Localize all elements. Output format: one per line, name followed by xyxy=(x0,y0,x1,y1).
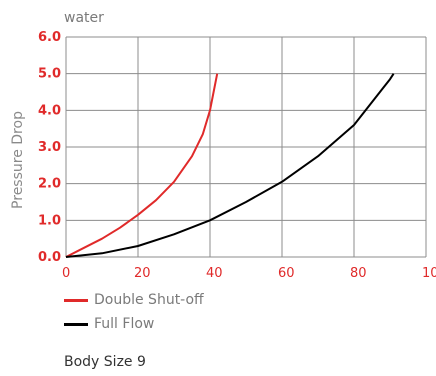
y-ticks: 0.0 1.0 2.0 3.0 4.0 5.0 6.0 xyxy=(38,30,61,265)
legend: Double Shut-off Full Flow xyxy=(64,288,204,336)
y-tick-label: 2.0 xyxy=(38,177,61,192)
legend-swatch-red xyxy=(64,298,88,302)
legend-label: Double Shut-off xyxy=(94,292,204,308)
x-tick-label: 60 xyxy=(278,266,295,281)
y-tick-label: 6.0 xyxy=(38,30,61,45)
series-line-double-shut-off xyxy=(65,73,219,258)
x-tick-label: 20 xyxy=(134,266,151,281)
x-tick-label: 100 xyxy=(422,266,436,281)
x-tick-label: 80 xyxy=(350,266,367,281)
series-line-full-flow xyxy=(65,73,395,258)
x-tick-label: 40 xyxy=(206,266,223,281)
x-tick-label: 0 xyxy=(62,266,70,281)
legend-label: Full Flow xyxy=(94,316,155,332)
y-tick-label: 0.0 xyxy=(38,250,61,265)
x-ticks: 0 20 40 60 80 100 xyxy=(62,266,436,281)
y-tick-label: 5.0 xyxy=(38,67,61,82)
y-tick-label: 1.0 xyxy=(38,213,61,228)
y-tick-label: 4.0 xyxy=(38,103,61,118)
body-size-label: Body Size 9 xyxy=(64,354,146,370)
y-axis-label: Pressure Drop xyxy=(10,111,26,209)
chart-title: water xyxy=(64,10,104,26)
legend-item-full-flow: Full Flow xyxy=(64,312,204,336)
legend-item-double-shut-off: Double Shut-off xyxy=(64,288,204,312)
grid xyxy=(65,36,427,258)
legend-swatch-black xyxy=(64,322,88,326)
y-tick-label: 3.0 xyxy=(38,140,61,155)
series-lines xyxy=(65,73,395,258)
